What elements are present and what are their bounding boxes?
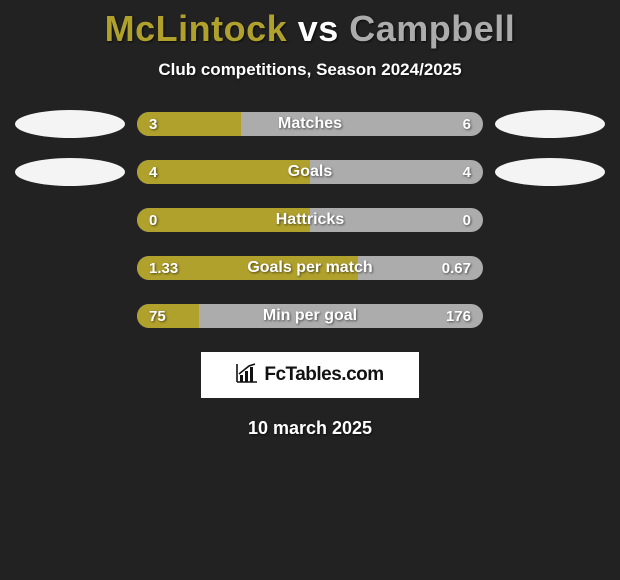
right-player-name: Campbell xyxy=(349,8,515,49)
right-oval xyxy=(495,254,605,282)
stat-right-value: 0.67 xyxy=(442,256,471,280)
left-oval xyxy=(15,254,125,282)
stat-bar: 75176Min per goal xyxy=(137,304,483,328)
bar-chart-icon xyxy=(236,363,258,388)
right-oval xyxy=(495,206,605,234)
right-oval xyxy=(495,110,605,138)
stat-bar: 1.330.67Goals per match xyxy=(137,256,483,280)
stat-bar: 36Matches xyxy=(137,112,483,136)
left-player-name: McLintock xyxy=(105,8,288,49)
stat-bar: 44Goals xyxy=(137,160,483,184)
vs-text: vs xyxy=(298,8,339,49)
stat-row: 00Hattricks xyxy=(0,208,620,232)
right-oval xyxy=(495,158,605,186)
subtitle: Club competitions, Season 2024/2025 xyxy=(0,60,620,80)
logo-text: FcTables.com xyxy=(264,364,383,386)
left-oval xyxy=(15,302,125,330)
left-oval xyxy=(15,158,125,186)
stat-row: 44Goals xyxy=(0,160,620,184)
stat-bar-left-fill xyxy=(137,304,199,328)
stat-right-value: 0 xyxy=(463,208,471,232)
stat-bar: 00Hattricks xyxy=(137,208,483,232)
stat-row: 75176Min per goal xyxy=(0,304,620,328)
stat-bar-left-fill xyxy=(137,256,358,280)
comparison-title: McLintock vs Campbell xyxy=(0,0,620,50)
stat-right-value: 6 xyxy=(463,112,471,136)
stat-right-value: 176 xyxy=(446,304,471,328)
stat-bar-left-fill xyxy=(137,208,310,232)
date-line: 10 march 2025 xyxy=(0,418,620,439)
logo-box: FcTables.com xyxy=(201,352,419,398)
stat-bar-left-fill xyxy=(137,160,310,184)
stat-row: 1.330.67Goals per match xyxy=(0,256,620,280)
stat-row: 36Matches xyxy=(0,112,620,136)
left-oval xyxy=(15,206,125,234)
left-oval xyxy=(15,110,125,138)
stat-right-value: 4 xyxy=(463,160,471,184)
stat-bar-left-fill xyxy=(137,112,241,136)
comparison-chart: 36Matches 44Goals 00Hattricks 1.330.67Goals… xyxy=(0,112,620,328)
right-oval xyxy=(495,302,605,330)
